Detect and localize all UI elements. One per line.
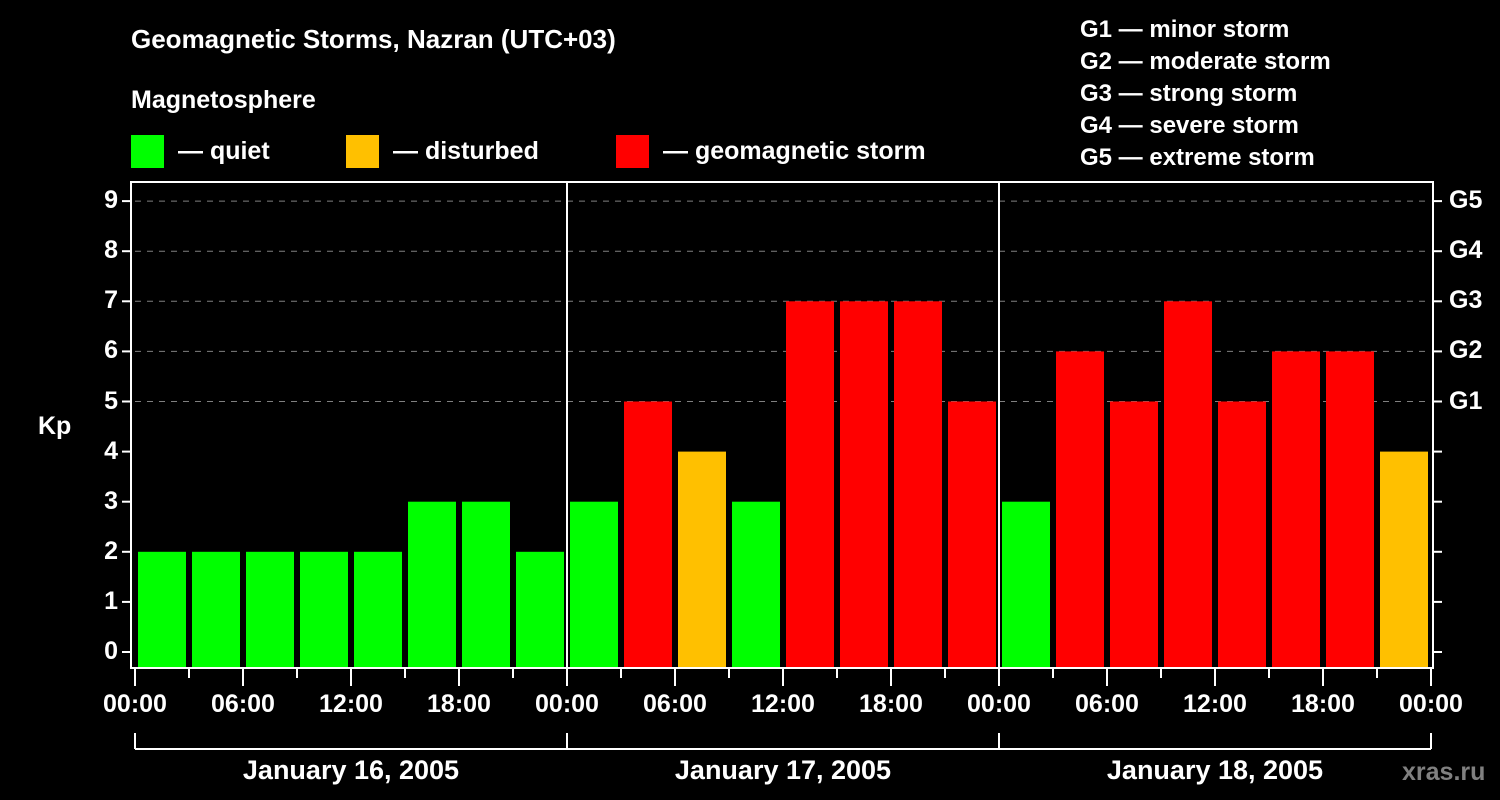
x-tick-label: 06:00 bbox=[1075, 690, 1139, 718]
kp-bar bbox=[786, 301, 834, 667]
chart-subtitle: Magnetosphere bbox=[131, 86, 316, 114]
legend-disturbed: — disturbed bbox=[346, 134, 539, 168]
y-tick-label: 9 bbox=[104, 186, 118, 215]
y-tick-label: 7 bbox=[104, 286, 118, 315]
kp-bar bbox=[1110, 401, 1158, 667]
x-tick-label: 18:00 bbox=[427, 690, 491, 718]
legend-swatch-storm bbox=[616, 134, 649, 168]
y-tick-label: 0 bbox=[104, 637, 118, 665]
y-tick-label: 3 bbox=[104, 486, 118, 515]
kp-bar bbox=[516, 551, 564, 667]
day-label: January 17, 2005 bbox=[674, 755, 892, 785]
x-tick-label: 00:00 bbox=[1399, 690, 1463, 718]
legend-quiet: — quiet bbox=[131, 134, 270, 168]
legend-storm: — geomagnetic storm bbox=[616, 134, 926, 168]
legend-swatch-quiet bbox=[131, 134, 164, 168]
x-tick-label: 06:00 bbox=[643, 690, 707, 718]
x-tick-label: 06:00 bbox=[211, 690, 275, 718]
kp-bar bbox=[1380, 451, 1428, 667]
x-tick-label: 12:00 bbox=[1183, 690, 1247, 718]
legend-label: — geomagnetic storm bbox=[663, 136, 926, 165]
x-tick-label: 00:00 bbox=[535, 690, 599, 718]
day-label: January 16, 2005 bbox=[242, 755, 460, 785]
kp-bar bbox=[1002, 501, 1050, 667]
g-tick-label: G3 bbox=[1449, 286, 1483, 315]
g-tick-label: G1 bbox=[1449, 386, 1483, 415]
kp-bar bbox=[1164, 301, 1212, 667]
y-axis-label: Kp bbox=[38, 412, 72, 440]
y-tick-label: 6 bbox=[104, 336, 118, 365]
watermark: xras.ru bbox=[1402, 758, 1486, 786]
kp-bar bbox=[948, 401, 996, 667]
x-tick-label: 00:00 bbox=[967, 690, 1031, 718]
g-tick-label: G4 bbox=[1449, 236, 1483, 265]
kp-bar bbox=[1326, 351, 1374, 667]
x-tick-label: 18:00 bbox=[859, 690, 923, 718]
kp-bar bbox=[192, 551, 240, 667]
g-legend-item: G2 — moderate storm bbox=[1080, 48, 1331, 75]
legend-label: — disturbed bbox=[393, 136, 539, 165]
kp-bar bbox=[246, 551, 294, 667]
kp-bar bbox=[894, 301, 942, 667]
chart-title: Geomagnetic Storms, Nazran (UTC+03) bbox=[131, 24, 616, 54]
g-scale-legend: G1 — minor storm G2 — moderate storm G3 … bbox=[1080, 14, 1331, 174]
g-tick-label: G5 bbox=[1449, 186, 1483, 215]
g-legend-item: G5 — extreme storm bbox=[1080, 144, 1315, 171]
g-legend-item: G1 — minor storm bbox=[1080, 16, 1290, 43]
x-tick-label: 18:00 bbox=[1291, 690, 1355, 718]
y-tick-label: 5 bbox=[104, 386, 118, 415]
kp-bar bbox=[1056, 351, 1104, 667]
x-tick-label: 00:00 bbox=[103, 690, 167, 718]
day-label: January 18, 2005 bbox=[1106, 755, 1324, 785]
kp-bar bbox=[138, 551, 186, 667]
kp-bar bbox=[462, 501, 510, 667]
y-tick-label: 2 bbox=[104, 536, 118, 565]
g-legend-item: G3 — strong storm bbox=[1080, 80, 1298, 107]
g-legend-item: G4 — severe storm bbox=[1080, 112, 1299, 139]
kp-bar bbox=[1218, 401, 1266, 667]
legend-label: — quiet bbox=[178, 136, 270, 165]
kp-bar bbox=[732, 501, 780, 667]
x-tick-label: 12:00 bbox=[751, 690, 815, 718]
kp-bar bbox=[408, 501, 456, 667]
y-tick-label: 4 bbox=[104, 436, 118, 465]
x-tick-label: 12:00 bbox=[319, 690, 383, 718]
y-tick-label: 8 bbox=[104, 236, 118, 265]
kp-bar bbox=[570, 501, 618, 667]
g-tick-label: G2 bbox=[1449, 336, 1483, 365]
kp-bar bbox=[1272, 351, 1320, 667]
y-tick-label: 1 bbox=[104, 586, 118, 615]
kp-bar bbox=[678, 451, 726, 667]
kp-bar bbox=[840, 301, 888, 667]
kp-bar bbox=[624, 401, 672, 667]
legend-swatch-disturbed bbox=[346, 134, 379, 168]
kp-bar bbox=[300, 551, 348, 667]
kp-bar bbox=[354, 551, 402, 667]
